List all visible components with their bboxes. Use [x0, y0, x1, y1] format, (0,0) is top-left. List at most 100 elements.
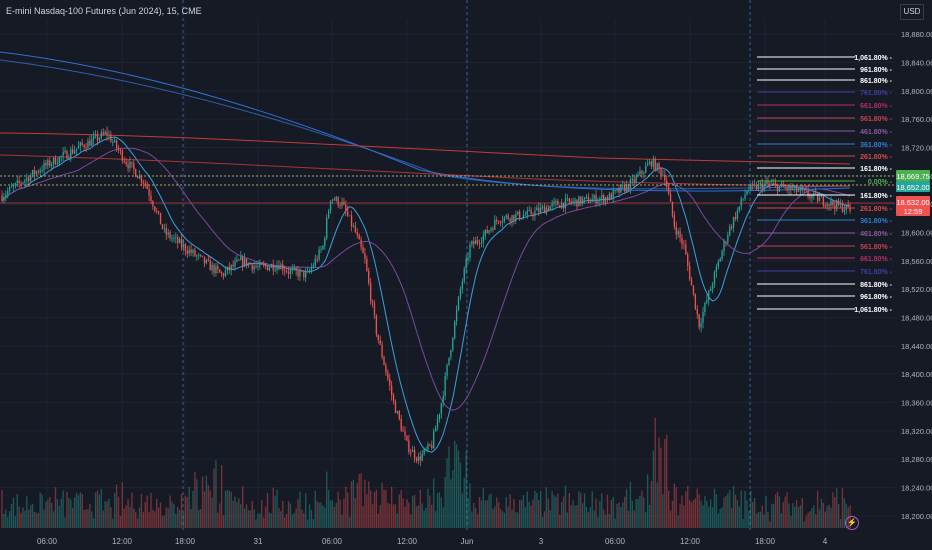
candle-body [406, 436, 407, 441]
price-tick: 18,880.00 [901, 30, 932, 39]
volume-bar [765, 496, 766, 528]
candle-body [788, 186, 789, 190]
volume-bar [758, 512, 759, 528]
fib-upper-label: 761.80% - [860, 90, 893, 97]
volume-bar [523, 495, 524, 528]
candle-body [139, 176, 140, 179]
volume-bar [318, 502, 319, 528]
volume-bar [767, 512, 768, 528]
candle-body [664, 175, 665, 181]
volume-bar [467, 498, 468, 528]
candle-body [639, 171, 640, 175]
candle-body [544, 206, 545, 213]
candle-body [192, 250, 193, 253]
candle-body [821, 196, 822, 197]
currency-button[interactable]: USD [900, 4, 924, 20]
volume-bar [385, 490, 386, 528]
volume-bar [309, 504, 310, 528]
volume-bar [28, 510, 29, 528]
candle-body [840, 203, 841, 205]
volume-bar [418, 505, 419, 528]
candle-body [446, 365, 447, 376]
candle-body [131, 162, 132, 164]
candle-body [91, 139, 92, 146]
volume-bar [133, 509, 134, 528]
candle-body [572, 201, 573, 202]
time-axis[interactable]: 06:00 12:00 18:00 31 06:00 12:00 Jun 3 06:00 12:0… [0, 532, 895, 550]
candle-body [393, 395, 394, 401]
candle-body [725, 242, 726, 243]
symbol-header[interactable]: E-mini Nasdaq-100 Futures (Jun 2024), 15… [6, 6, 202, 16]
candle-body [252, 265, 253, 270]
volume-bar [343, 499, 344, 528]
candle-body [3, 197, 4, 200]
candle-body [110, 135, 111, 142]
volume-bar [257, 513, 258, 528]
candle-body [292, 269, 293, 270]
candle-body [634, 179, 635, 183]
volume-bar [162, 516, 163, 528]
candle-body [20, 183, 21, 184]
volume-bar [502, 511, 503, 528]
volume-bar [190, 509, 191, 528]
volume-bar [22, 508, 23, 528]
volume-bar [744, 491, 745, 528]
volume-bar [64, 517, 65, 528]
candle-body [318, 249, 319, 259]
volume-bar [7, 517, 8, 528]
volume-bar [135, 512, 136, 528]
candle-body [273, 264, 274, 270]
candle-body [95, 134, 96, 136]
volume-bar [26, 496, 27, 528]
volume-bar [221, 465, 222, 528]
volume-bar [183, 513, 184, 528]
candle-body [529, 210, 530, 211]
volume-bar [721, 507, 722, 528]
volume-bar [825, 512, 826, 528]
volume-bar [710, 499, 711, 528]
volume-bar [11, 504, 12, 528]
volume-bar [339, 500, 340, 528]
volume-bar [830, 508, 831, 528]
volume-bar [49, 497, 50, 528]
volume-bar [639, 496, 640, 528]
candle-body [362, 247, 363, 253]
volume-bar [796, 500, 797, 528]
fib-lower-label: 1,061.80% - [854, 307, 892, 314]
candle-body [487, 230, 488, 233]
volume-bar [662, 494, 663, 528]
volume-bar [206, 476, 207, 528]
candle-body [156, 211, 157, 212]
candle-body [527, 211, 528, 215]
volume-bar [464, 478, 465, 528]
candle-body [805, 190, 806, 191]
volume-bar [378, 514, 379, 528]
volume-bar [120, 516, 121, 528]
candle-body [187, 251, 188, 253]
candle-body [450, 350, 451, 358]
volume-bar [152, 510, 153, 528]
volume-bar [213, 469, 214, 528]
candle-body [504, 217, 505, 221]
volume-bar [666, 435, 667, 528]
lightning-icon[interactable]: ⚡ [845, 516, 859, 530]
volume-bar [678, 515, 679, 528]
price-badge-label: 18,652.00 [896, 183, 929, 192]
candle-body [525, 215, 526, 216]
candle-body [464, 269, 465, 282]
price-axis[interactable]: 18,880.00 18,840.00 18,800.00 18,760.00 18,7… [895, 0, 932, 550]
candle-body [473, 241, 474, 244]
candle-body [204, 257, 205, 264]
candle-body [670, 194, 671, 202]
candle-body [278, 266, 279, 270]
volume-bar [809, 511, 810, 528]
candle-body [414, 450, 415, 458]
volume-bar [76, 493, 77, 528]
candle-body [441, 403, 442, 414]
candle-body [662, 175, 663, 176]
volume-bar [509, 494, 510, 528]
fib-mid-label: 161.80% - [860, 193, 893, 200]
candle-body [236, 260, 237, 262]
candle-body [339, 206, 340, 207]
